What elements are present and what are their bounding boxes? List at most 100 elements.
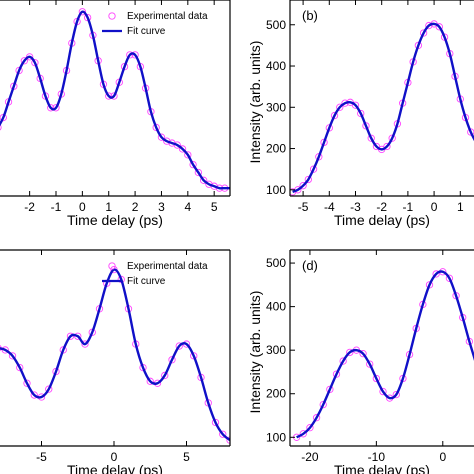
x-tick-label: -3 bbox=[350, 200, 361, 214]
experimental-data-point bbox=[110, 92, 118, 100]
x-axis-label: Time delay (ps) bbox=[67, 212, 163, 228]
experimental-data-point bbox=[366, 360, 374, 368]
y-axis-label: Intensity (arb. units) bbox=[247, 291, 263, 414]
x-tick-label: 1 bbox=[457, 200, 464, 214]
experimental-data-point bbox=[0, 124, 2, 131]
y-tick-label: 300 bbox=[266, 100, 286, 114]
experimental-data-point bbox=[379, 387, 387, 396]
experimental-data-point bbox=[383, 142, 391, 151]
panel-label: (b) bbox=[302, 8, 318, 23]
experimental-data-point bbox=[392, 390, 400, 399]
x-tick-label: -20 bbox=[301, 450, 319, 464]
experimental-data-point bbox=[299, 430, 307, 438]
experimental-data-point bbox=[131, 51, 139, 59]
x-tick-label: -5 bbox=[298, 200, 309, 214]
x-tick-label: -1 bbox=[403, 200, 414, 214]
experimental-data-point bbox=[435, 23, 443, 31]
experimental-data-point bbox=[157, 133, 166, 141]
x-tick-label: 4 bbox=[184, 200, 191, 214]
experimental-data-point bbox=[105, 92, 113, 100]
experimental-data-point bbox=[432, 270, 440, 278]
experimental-data-point bbox=[425, 21, 433, 30]
axes-c: -5 0 5 bbox=[0, 249, 231, 464]
legend-label-fit: Fit curve bbox=[127, 26, 166, 37]
legend: Experimental data Fit curve bbox=[102, 261, 208, 287]
axes-d: -20 -10 0 100 200 300 400 500 bbox=[266, 249, 474, 464]
x-tick-label: -5 bbox=[36, 450, 47, 464]
experimental-data-point bbox=[226, 436, 230, 444]
y-tick-label: 100 bbox=[266, 183, 286, 197]
experimental-data-point bbox=[78, 8, 87, 16]
x-tick-label: 5 bbox=[211, 200, 218, 214]
x-axis-label: Time delay (ps) bbox=[334, 462, 430, 474]
experimental-data-point bbox=[372, 374, 381, 383]
experimental-data-point bbox=[81, 340, 89, 348]
x-tick-label: 0 bbox=[111, 450, 118, 464]
panel-d: -20 -10 0 100 200 300 400 500 Time delay (ps) Int… bbox=[247, 249, 474, 474]
experimental-data-point bbox=[357, 109, 365, 118]
experimental-data-point bbox=[330, 111, 339, 120]
fit-curve-line bbox=[0, 10, 230, 190]
plot-area-d bbox=[292, 268, 474, 441]
x-tick-label: 0 bbox=[431, 200, 438, 214]
panel-c: -5 0 5 Time delay (ps) Experimental data Fit … bbox=[0, 249, 231, 474]
experimental-data-point bbox=[419, 29, 428, 37]
experimental-data-point bbox=[173, 141, 181, 149]
experimental-data-point bbox=[336, 103, 344, 111]
legend: Experimental data Fit curve bbox=[102, 11, 208, 37]
plot-area-c bbox=[0, 265, 230, 444]
y-tick-label: 100 bbox=[266, 430, 286, 444]
experimental-data-point bbox=[304, 175, 312, 184]
y-tick-label: 500 bbox=[266, 18, 286, 32]
experimental-data-point bbox=[146, 377, 154, 385]
experimental-data-point bbox=[309, 165, 318, 173]
experimental-data-point bbox=[126, 51, 134, 59]
y-tick-label: 500 bbox=[266, 256, 286, 270]
experimental-data-point bbox=[299, 182, 307, 190]
x-tick-label: -4 bbox=[324, 200, 335, 214]
y-tick-label: 400 bbox=[266, 300, 286, 314]
experimental-data-point bbox=[219, 430, 227, 438]
experimental-data-point bbox=[8, 352, 17, 360]
x-tick-label: 2 bbox=[132, 200, 139, 214]
experimental-data-point bbox=[52, 104, 60, 112]
legend-label-experimental: Experimental data bbox=[127, 261, 208, 272]
experimental-data-point bbox=[20, 57, 29, 65]
experimental-data-point bbox=[346, 348, 354, 357]
axes-a: -2 -1 0 1 2 3 4 5 bbox=[0, 0, 231, 214]
experimental-data-point bbox=[326, 385, 334, 394]
panel-label: (d) bbox=[302, 258, 318, 273]
y-axis-label: Intensity (arb. units) bbox=[247, 41, 263, 164]
x-tick-label: 0 bbox=[79, 200, 86, 214]
fit-curve-line bbox=[0, 268, 230, 442]
experimental-data-point bbox=[319, 400, 327, 409]
experimental-data-point bbox=[351, 101, 360, 109]
experimental-data-point bbox=[168, 356, 176, 364]
x-tick-label: 1 bbox=[105, 200, 112, 214]
x-tick-label: 3 bbox=[158, 200, 165, 214]
panel-b: -5 -4 -3 -2 -1 0 1 100 200 300 400 500 Time delay (p… bbox=[247, 0, 474, 228]
x-tick-label: 0 bbox=[439, 450, 446, 464]
x-tick-label: -2 bbox=[376, 200, 387, 214]
y-tick-label: 400 bbox=[266, 59, 286, 73]
x-tick-label: -1 bbox=[51, 200, 62, 214]
fit-curve-line bbox=[292, 22, 474, 193]
experimental-data-point bbox=[194, 168, 203, 177]
experimental-data-point bbox=[388, 134, 396, 142]
x-axis-label: Time delay (ps) bbox=[334, 212, 430, 228]
experimental-data-point bbox=[178, 145, 187, 153]
plot-area-a bbox=[0, 8, 230, 192]
axes-b: -5 -4 -3 -2 -1 0 1 100 200 300 400 500 bbox=[266, 0, 474, 214]
experimental-data-point bbox=[66, 332, 75, 340]
x-axis-label: Time delay (ps) bbox=[67, 462, 163, 474]
experimental-data-point bbox=[306, 424, 314, 432]
legend-label-experimental: Experimental data bbox=[127, 11, 208, 22]
y-tick-label: 300 bbox=[266, 343, 286, 357]
legend-marker-experimental bbox=[108, 12, 116, 20]
x-tick-label: -2 bbox=[24, 200, 35, 214]
experimental-data-point bbox=[189, 160, 197, 169]
experimental-data-point bbox=[47, 104, 55, 112]
legend-label-fit: Fit curve bbox=[127, 276, 166, 287]
legend-marker-experimental bbox=[108, 262, 116, 270]
